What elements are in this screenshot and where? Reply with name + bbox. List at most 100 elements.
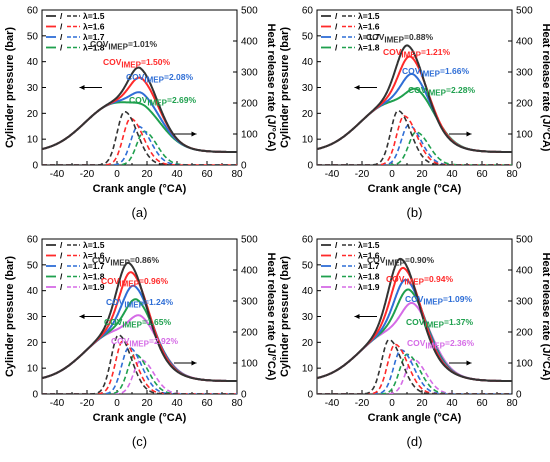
pressure-series-line (42, 261, 237, 382)
x-tick-label: 0 (114, 398, 120, 409)
y-tick-label: 10 (302, 364, 314, 375)
y-tick-label: 50 (302, 31, 314, 42)
cov-annotation: COVIMEP=1.09% (405, 294, 472, 307)
x-tick-label: -20 (80, 169, 95, 180)
y-axis-label: Cylinder pressure (bar) (279, 256, 291, 377)
y-tick-label: 20 (27, 338, 39, 349)
hrr-series-line (317, 131, 512, 165)
legend-separator: / (60, 282, 63, 292)
x-tick-label: -40 (325, 169, 340, 180)
x-tick-label: 80 (231, 169, 243, 180)
legend-entry-label: λ=1.5 (358, 11, 380, 21)
y-tick-label: 10 (27, 364, 39, 375)
arrow-head-right (466, 131, 472, 137)
chart-panel: -40 -20 0 20 40 60 800102030405060010020030040… (279, 235, 550, 450)
y2-tick-label: 500 (516, 235, 533, 246)
legend-separator: / (335, 240, 338, 250)
legend-entry-label: λ=1.5 (358, 240, 380, 250)
y-tick-label: 20 (302, 109, 314, 120)
y2-tick-label: 0 (241, 390, 247, 401)
y-tick-label: 60 (302, 235, 314, 246)
cov-annotation: COVIMEP=2.28% (408, 85, 475, 98)
legend-entry-label: λ=1.8 (358, 272, 380, 282)
cov-annotation: COVIMEP=1.66% (402, 66, 469, 79)
x-tick-label: 60 (476, 398, 488, 409)
x-tick-label: 40 (171, 398, 183, 409)
pressure-series-line (317, 257, 512, 382)
x-tick-label: -40 (50, 169, 65, 180)
x-tick-label: 0 (114, 169, 120, 180)
legend-separator: / (60, 251, 63, 261)
legend-entry-label: λ=1.6 (83, 22, 105, 32)
arrow-head-left (354, 85, 360, 90)
x-axis-label: Crank angle (°CA) (93, 412, 187, 424)
hrr-series-line (42, 117, 237, 165)
y2-tick-label: 100 (516, 130, 533, 141)
x-tick-label: 80 (506, 398, 518, 409)
y-tick-label: 10 (302, 135, 314, 146)
y2-tick-label: 100 (516, 359, 533, 370)
cov-annotation: COVIMEP=2.36% (407, 338, 474, 351)
y2-tick-label: 200 (516, 328, 533, 339)
y-tick-label: 60 (302, 6, 314, 17)
panel-label: (b) (407, 205, 423, 220)
y2-tick-label: 0 (516, 161, 522, 172)
y2-tick-label: 200 (241, 99, 258, 110)
y-axis-label: Cylinder pressure (bar) (4, 27, 16, 148)
y2-tick-label: 400 (516, 37, 533, 48)
y2-tick-label: 200 (241, 328, 258, 339)
x-tick-label: -20 (355, 398, 370, 409)
legend-entry-label: λ=1.7 (358, 261, 380, 271)
x-tick-label: 40 (446, 398, 458, 409)
legend-entry-label: λ=1.8 (358, 43, 380, 53)
y-tick-label: 0 (307, 161, 313, 172)
y2-axis-label: Heat release rate (J/°CA) (540, 253, 550, 381)
x-tick-label: -20 (355, 169, 370, 180)
y-tick-label: 20 (27, 109, 39, 120)
y2-axis-label: Heat release rate (J/°CA) (265, 253, 277, 381)
legend-separator: / (335, 32, 338, 42)
legend-entry-label: λ=1.8 (83, 272, 105, 282)
arrow-head-left (79, 314, 85, 319)
y-tick-label: 60 (27, 6, 39, 17)
y2-tick-label: 500 (241, 6, 258, 17)
cov-annotation: COVIMEP=0.86% (92, 255, 159, 268)
cov-annotation: COVIMEP=1.01% (90, 39, 157, 52)
legend-separator: / (335, 43, 338, 53)
legend-separator: / (60, 43, 63, 53)
y-tick-label: 40 (302, 57, 314, 68)
x-tick-label: -40 (50, 398, 65, 409)
legend-separator: / (335, 272, 338, 282)
y-tick-label: 30 (302, 312, 314, 323)
hrr-series-line (317, 349, 512, 394)
panel-label: (c) (132, 434, 147, 449)
hrr-series-line (317, 115, 512, 165)
cov-annotation: COVIMEP=1.37% (406, 317, 473, 330)
y2-axis-label: Heat release rate (J/°CA) (265, 24, 277, 152)
y-tick-label: 40 (27, 57, 39, 68)
y2-tick-label: 400 (241, 266, 258, 277)
chart-panel: -40 -20 0 20 40 60 800102030405060010020030040… (4, 6, 277, 221)
chart-panel: -40 -20 0 20 40 60 800102030405060010020030040… (4, 235, 277, 450)
y-tick-label: 30 (302, 83, 314, 94)
hrr-series-line (42, 130, 237, 165)
cov-annotation: COVIMEP=1.50% (103, 57, 170, 70)
hrr-series-line (42, 339, 237, 394)
hrr-series-line (42, 334, 237, 394)
plot-frame (41, 9, 238, 166)
chart-panel: -40 -20 0 20 40 60 800102030405060010020030040… (279, 6, 550, 221)
y-tick-label: 50 (302, 260, 314, 271)
cov-annotation: COVIMEP=2.08% (126, 72, 193, 85)
y-tick-label: 0 (32, 390, 38, 401)
x-tick-label: 40 (446, 169, 458, 180)
panel-label: (d) (407, 434, 423, 449)
legend-entry-label: λ=1.8 (83, 43, 105, 53)
cov-annotation: COVIMEP=0.94% (386, 274, 453, 287)
x-tick-label: 80 (231, 398, 243, 409)
legend-separator: / (335, 251, 338, 261)
y2-tick-label: 100 (241, 359, 258, 370)
pressure-series-line (42, 66, 237, 153)
x-tick-label: 40 (171, 169, 183, 180)
legend-entry-label: λ=1.7 (83, 261, 105, 271)
